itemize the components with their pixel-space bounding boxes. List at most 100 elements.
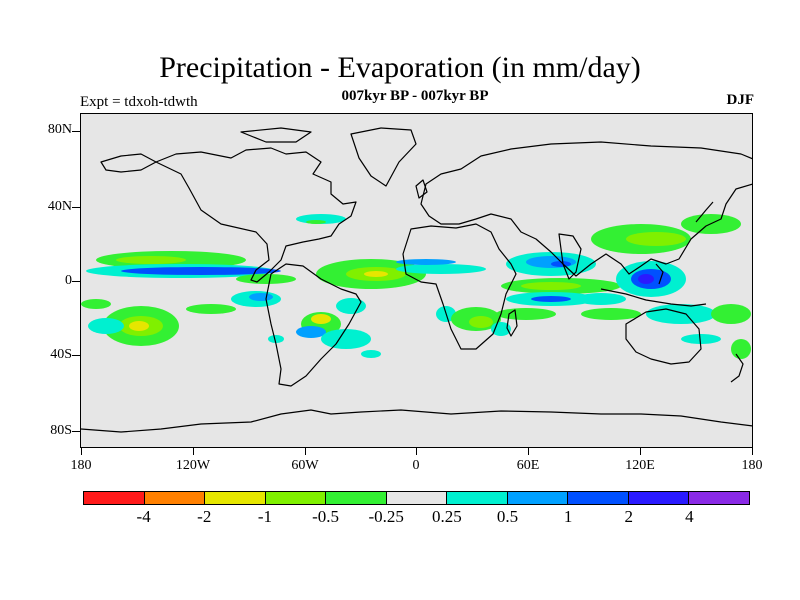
colorbar-segment — [568, 492, 629, 504]
lon-tick — [416, 448, 417, 455]
colorbar-label: 4 — [685, 507, 694, 526]
world-map-svg — [81, 127, 752, 433]
anomaly-patch — [81, 299, 111, 309]
anomaly-patch — [638, 274, 654, 284]
anomaly-patch — [469, 316, 493, 328]
coastline-north-america — [155, 147, 357, 283]
anomaly-patch — [311, 314, 331, 324]
coastlines — [81, 127, 752, 433]
coastline-japan — [695, 201, 714, 223]
world-map-panel — [80, 113, 753, 448]
plot-title: Precipitation - Evaporation (in mm/day) — [159, 51, 641, 84]
anomaly-patch — [336, 298, 366, 314]
lon-label: 60E — [516, 458, 540, 473]
colorbar-segment — [628, 492, 690, 504]
colorbar-segment — [689, 492, 750, 504]
coastline-india — [558, 233, 582, 280]
lon-label: 60W — [291, 458, 319, 473]
colorbar — [83, 491, 750, 505]
coastline-philippines — [655, 263, 664, 285]
coastline-indonesia — [600, 288, 707, 307]
lat-label: 0 — [65, 273, 72, 288]
lon-tick — [528, 448, 529, 455]
anomaly-patch — [581, 308, 641, 320]
colorbar-segment — [84, 492, 145, 504]
lon-tick — [193, 448, 194, 455]
colorbar-segment — [386, 492, 448, 504]
colorbar-segment — [447, 492, 508, 504]
anomaly-patch — [531, 296, 571, 302]
anomaly-patch — [681, 334, 721, 344]
anomaly-patch — [88, 318, 124, 334]
lon-label: 180 — [741, 458, 763, 473]
lat-tick — [72, 431, 80, 432]
anomaly-patch — [364, 271, 388, 277]
anomaly-patch — [396, 264, 486, 274]
anomaly-patch — [129, 321, 149, 331]
lon-tick — [640, 448, 641, 455]
anomaly-patch — [249, 293, 273, 301]
lon-label: 120E — [625, 458, 655, 473]
lon-tick — [81, 448, 82, 455]
colorbar-label: 0.5 — [496, 507, 519, 526]
colorbar-label: -0.25 — [368, 507, 404, 526]
coastline-madagascar — [506, 309, 518, 337]
anomaly-patch — [321, 329, 371, 349]
plot-subtitle: 007kyr BP - 007kyr BP — [341, 88, 489, 104]
lat-tick — [72, 131, 80, 132]
anomaly-patch — [306, 220, 326, 224]
coastline-alaska — [100, 153, 157, 173]
anomaly-patch — [121, 267, 281, 275]
anomaly-patch — [711, 304, 751, 324]
lat-label: 80N — [47, 122, 72, 137]
coastline-south-america — [265, 263, 362, 387]
anomaly-patch — [296, 326, 326, 338]
anomaly-patch — [526, 256, 576, 268]
lon-tick — [305, 448, 306, 455]
anomaly-patch — [646, 304, 716, 324]
anomaly-patch — [576, 293, 626, 305]
coastline-australia — [625, 308, 702, 365]
anomaly-patch — [268, 335, 284, 343]
coastline-new-zealand — [730, 353, 744, 383]
anomaly-patch — [116, 256, 186, 264]
colorbar-label: -1 — [257, 507, 272, 526]
anomaly-patch — [521, 282, 581, 290]
anomaly-patch — [361, 350, 381, 358]
coastline-uk — [415, 179, 428, 199]
colorbar-label: 2 — [624, 507, 633, 526]
lat-tick — [72, 355, 80, 356]
anomaly-patch — [186, 304, 236, 314]
colorbar-label: 0.25 — [431, 507, 462, 526]
colorbar-segment — [507, 492, 569, 504]
anomaly-patches — [81, 214, 751, 359]
coastline-africa — [402, 223, 517, 350]
coastline-eurasia — [420, 141, 752, 277]
lat-label: 40N — [47, 199, 72, 214]
coastline-greenland — [350, 127, 417, 187]
anomaly-patch — [496, 308, 556, 320]
anomaly-patch — [236, 274, 296, 284]
anomaly-patch — [626, 232, 686, 246]
lat-label: 80S — [50, 423, 72, 438]
lon-label: 180 — [70, 458, 92, 473]
lon-label: 0 — [412, 458, 420, 473]
colorbar-segment — [144, 492, 206, 504]
coastline-arctic-islands — [240, 127, 312, 143]
colorbar-label: -2 — [197, 507, 212, 526]
lon-label: 120W — [175, 458, 211, 473]
anomaly-patch — [731, 339, 751, 359]
experiment-label: Expt = tdxoh-tdwth — [80, 94, 198, 110]
colorbar-label: 1 — [563, 507, 573, 526]
lon-tick — [752, 448, 753, 455]
season-label: DJF — [726, 92, 755, 108]
colorbar-segment — [265, 492, 327, 504]
anomaly-patch — [396, 259, 456, 265]
lat-tick — [72, 281, 80, 282]
lat-tick — [72, 207, 80, 208]
colorbar-segment — [205, 492, 266, 504]
coastline-antarctica — [81, 409, 752, 433]
lat-label: 40S — [50, 347, 72, 362]
colorbar-label: -4 — [136, 507, 151, 526]
anomaly-patch — [551, 261, 571, 267]
